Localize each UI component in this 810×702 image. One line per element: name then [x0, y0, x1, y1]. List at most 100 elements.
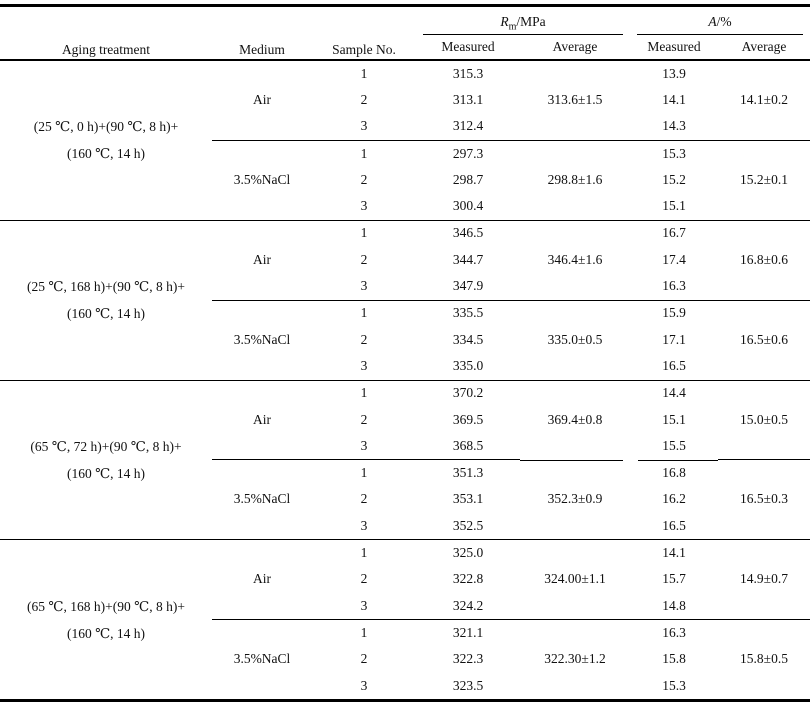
rm-measured-cell: 298.7 — [452, 171, 484, 187]
group-header-row: Aging treatment Medium Sample No. Rm/MPa… — [0, 5, 810, 61]
aging-line-2: (160 ℃, 14 h) — [66, 306, 146, 322]
a-average-cell: 14.9±0.7 — [718, 539, 810, 620]
rm-measured-cell: 297.3 — [416, 139, 520, 168]
table-row: 3 323.5 15.3 — [0, 673, 810, 701]
a-average-cell: 15.8±0.5 — [718, 619, 810, 701]
rm-measured-cell: 334.5 — [452, 331, 484, 347]
a-measured-cell: 15.8 — [662, 651, 686, 667]
table-row: 3.5%NaCl 1 297.3 298.8±1.6 15.3 15.2±0.1 — [0, 139, 810, 221]
rm-unit: /MPa — [516, 14, 546, 30]
rm-measured-cell: 347.9 — [452, 278, 484, 294]
rm-measured-cell: 322.8 — [452, 571, 484, 587]
sample-no-cell: 3 — [360, 118, 368, 134]
a-average-cell: 16.8±0.6 — [718, 219, 810, 301]
rm-subscript: m — [508, 21, 517, 33]
sample-no-cell: 1 — [312, 459, 416, 487]
table-row: 3 312.4 14.3 — [0, 114, 810, 141]
aging-treatment-cell: (65 ℃, 168 h)+(90 ℃, 8 h)+ (160 ℃, 14 h) — [0, 539, 212, 701]
rm-measured-cell: 313.1 — [452, 92, 484, 107]
table-row: (65 ℃, 168 h)+(90 ℃, 8 h)+ (160 ℃, 14 h)… — [0, 539, 810, 701]
a-symbol: A — [708, 14, 717, 30]
rm-measured-cell: 315.3 — [452, 65, 484, 81]
rm-measured-cell: 300.4 — [452, 198, 484, 214]
a-measured-cell: 16.3 — [662, 278, 686, 294]
rm-measured-cell: 322.3 — [452, 651, 484, 667]
sample-no-cell: 2 — [360, 651, 368, 667]
sample-no-cell: 1 — [360, 65, 368, 81]
a-measured-cell: 14.8 — [662, 597, 686, 613]
medium-cell: Air — [212, 539, 312, 620]
sample-no-cell: 3 — [360, 597, 368, 613]
rm-measured-cell: 321.1 — [416, 619, 520, 647]
a-measured-cell: 16.7 — [630, 219, 719, 248]
sample-no-cell: 1 — [312, 219, 416, 248]
table-row: 3 300.4 15.1 — [0, 193, 810, 220]
sample-no-cell: 2 — [360, 171, 368, 187]
a-measured-cell: 17.1 — [662, 331, 686, 347]
sample-no-cell: 2 — [360, 251, 368, 267]
a-measured-cell: 17.4 — [662, 251, 686, 267]
table-row: 3.5%NaCl 1 351.3 352.3±0.9 16.8 16.5±0.3 — [0, 459, 810, 540]
sample-no-cell: 3 — [360, 437, 368, 453]
a-measured-cell: 14.1 — [630, 539, 719, 567]
a-average-cell: 15.0±0.5 — [718, 379, 810, 460]
table-row: 3 347.9 16.3 — [0, 273, 810, 300]
rm-average-cell: 346.4±1.6 — [520, 219, 631, 301]
a-average-cell: 14.1±0.2 — [740, 92, 788, 107]
table-row: 2 334.5 17.1 — [0, 327, 810, 353]
sample-no-cell: 1 — [312, 139, 416, 168]
a-measured-cell: 16.3 — [630, 619, 719, 647]
table-row: 2 298.7 15.2 — [0, 167, 810, 193]
table-row: 2 313.1 14.1 — [0, 87, 810, 113]
table-header: Aging treatment Medium Sample No. Rm/MPa… — [0, 5, 810, 61]
rm-measured-cell: 353.1 — [452, 491, 484, 507]
a-average-cell: 16.5±0.3 — [718, 459, 810, 540]
sample-no-cell: 3 — [360, 198, 368, 214]
table-row: 2 322.3 15.8 — [0, 647, 810, 673]
a-measured-cell: 15.1 — [662, 411, 686, 427]
sample-no-cell: 2 — [360, 331, 368, 347]
rm-symbol: R — [500, 14, 509, 30]
a-group-label: A/% — [637, 14, 804, 35]
table-row: 2 353.1 16.2 — [0, 487, 810, 513]
rm-measured-cell: 352.5 — [452, 517, 484, 533]
a-measured-cell: 16.5 — [662, 357, 686, 373]
medium-header: Medium — [212, 5, 312, 61]
rm-measured-cell: 324.2 — [452, 597, 484, 613]
rm-average-cell: 313.6±1.5 — [547, 92, 603, 107]
a-measured-cell: 16.5 — [662, 517, 686, 533]
rm-measured-cell: 325.0 — [416, 539, 520, 567]
a-measured-cell: 15.3 — [662, 677, 686, 693]
aging-line-2: (160 ℃, 14 h) — [66, 625, 146, 641]
sample-no-cell: 1 — [312, 539, 416, 567]
rm-measured-cell: 368.5 — [452, 437, 484, 453]
medium-cell: Air — [212, 379, 312, 460]
rm-average-cell: 298.8±1.6 — [520, 139, 631, 221]
rm-average-cell: 324.00±1.1 — [520, 539, 631, 620]
table-row: (25 ℃, 0 h)+(90 ℃, 8 h)+ (160 ℃, 14 h) A… — [0, 60, 810, 162]
a-average-cell: 16.5±0.6 — [718, 299, 810, 381]
sample-no-cell: 2 — [360, 92, 368, 107]
a-measured-cell: 15.7 — [662, 571, 686, 587]
aging-line-1: (25 ℃, 0 h)+(90 ℃, 8 h)+ — [33, 119, 179, 135]
table-row: 3.5%NaCl 1 335.5 335.0±0.5 15.9 16.5±0.6 — [0, 299, 810, 381]
a-measured-cell: 14.4 — [630, 379, 719, 407]
sample-no-cell: 2 — [360, 571, 368, 587]
sample-no-header: Sample No. — [312, 5, 416, 61]
rm-average-cell: 322.30±1.2 — [520, 619, 631, 701]
a-average-header: Average — [718, 35, 810, 61]
sub-header-row: Measured Average Measured Average — [0, 35, 810, 61]
aging-treatment-cell: (65 ℃, 72 h)+(90 ℃, 8 h)+ (160 ℃, 14 h) — [0, 379, 212, 540]
rm-average-cell: 335.0±0.5 — [520, 299, 631, 381]
medium-cell: 3.5%NaCl — [212, 299, 312, 381]
a-measured-cell: 13.9 — [662, 65, 686, 81]
a-measured-cell: 14.3 — [662, 118, 686, 134]
aging-line-1: (65 ℃, 168 h)+(90 ℃, 8 h)+ — [27, 598, 185, 614]
medium-cell: 3.5%NaCl — [212, 139, 312, 221]
table-row: (25 ℃, 168 h)+(90 ℃, 8 h)+ (160 ℃, 14 h)… — [0, 219, 810, 381]
sample-no-cell: 1 — [312, 299, 416, 327]
sample-no-cell: 1 — [312, 379, 416, 407]
a-measured-cell: 15.9 — [630, 299, 719, 327]
table-row: 3.5%NaCl 1 321.1 322.30±1.2 16.3 15.8±0.… — [0, 619, 810, 701]
a-measured-cell: 14.1 — [662, 92, 686, 107]
